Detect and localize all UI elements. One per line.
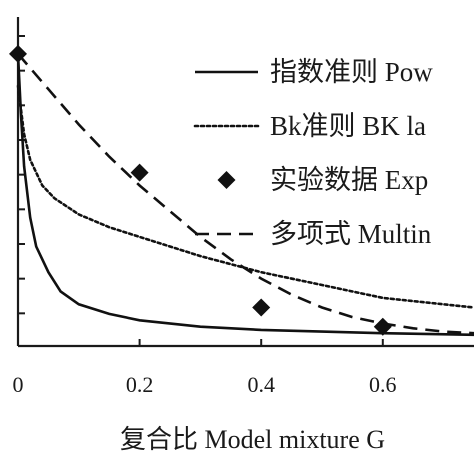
series-line-dotted	[16, 84, 474, 309]
data-point-marker	[252, 298, 271, 317]
data-point-marker	[373, 317, 392, 336]
series-line-solid	[16, 53, 474, 337]
x-tick-label: 0	[13, 372, 24, 397]
legend-label: 实验数据 Exp	[270, 165, 428, 195]
x-tick-label: 0.2	[126, 372, 154, 397]
x-tick-label: 0.4	[247, 372, 275, 397]
legend-swatch-marker	[217, 171, 236, 189]
x-tick-label: 0.6	[369, 372, 397, 397]
series-line-dashed	[17, 53, 474, 335]
legend-label: 多项式 Multin	[270, 219, 432, 249]
legend-label: Bk准则 BK la	[270, 111, 426, 141]
axes: 0 0.2 0.4 0.6	[13, 17, 474, 397]
legend-label: 指数准则 Pow	[270, 57, 433, 87]
data-point-marker	[130, 163, 149, 182]
series-layer	[9, 44, 474, 337]
x-axis-title: 复合比 Model mixture G	[120, 425, 385, 454]
legend: 指数准则 Pow Bk准则 BK la 实验数据 Exp 多项式 Multin	[193, 57, 433, 249]
